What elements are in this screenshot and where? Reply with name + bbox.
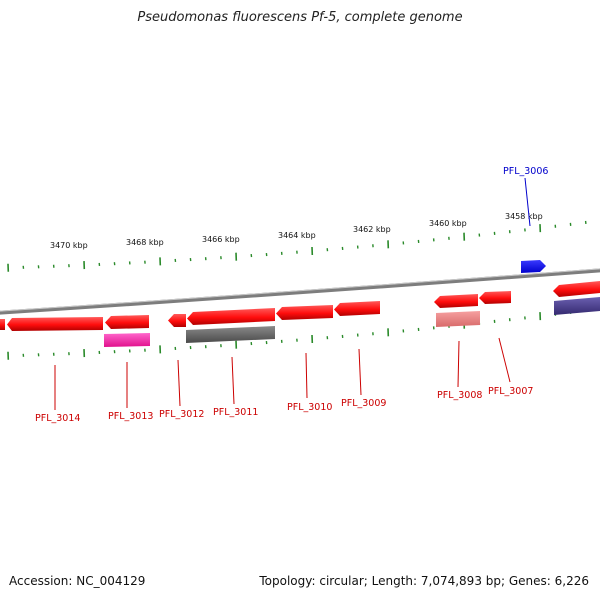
- gene-label-PFL_3011[interactable]: PFL_3011: [213, 407, 258, 418]
- scale-label-3466: 3466 kbp: [202, 235, 240, 244]
- gene-labels: PFL_3014 PFL_3013 PFL_3012 PFL_3011 PFL_…: [35, 166, 548, 424]
- gene-PFL_3007[interactable]: [479, 291, 511, 304]
- scale-label-3468: 3468 kbp: [126, 238, 164, 247]
- gene-right-partial[interactable]: [553, 281, 600, 297]
- gene-PFL_3008[interactable]: [434, 294, 478, 308]
- scale-labels: 3470 kbp 3468 kbp 3466 kbp 3464 kbp 3462…: [50, 212, 543, 250]
- gene-label-PFL_3006[interactable]: PFL_3006: [503, 166, 548, 177]
- gene-PFL_3006[interactable]: [521, 260, 546, 273]
- scale-label-3464: 3464 kbp: [278, 231, 316, 240]
- feature-navy[interactable]: [554, 297, 600, 315]
- gene-PFL_3010[interactable]: [276, 305, 333, 320]
- gene-label-PFL_3012[interactable]: PFL_3012: [159, 409, 204, 420]
- gene-label-PFL_3014[interactable]: PFL_3014: [35, 413, 80, 424]
- gene-PFL_3011[interactable]: [187, 308, 275, 325]
- gene-PFL_3014-left-partial[interactable]: [0, 319, 5, 330]
- accession-text: Accession: NC_004129: [9, 574, 146, 588]
- feature-pink[interactable]: [104, 333, 150, 347]
- gene-label-PFL_3009[interactable]: PFL_3009: [341, 398, 386, 409]
- gene-PFL_3013[interactable]: [105, 315, 149, 329]
- gene-label-PFL_3007[interactable]: PFL_3007: [488, 386, 533, 397]
- label-leaders: [54, 177, 531, 410]
- feature-gray[interactable]: [186, 326, 275, 343]
- scale-label-3462: 3462 kbp: [353, 225, 391, 234]
- gene-label-PFL_3013[interactable]: PFL_3013: [108, 411, 153, 422]
- scale-label-3458: 3458 kbp: [505, 212, 543, 221]
- gene-track-reverse: [0, 281, 600, 331]
- gene-PFL_3009[interactable]: [334, 301, 380, 316]
- gene-label-PFL_3010[interactable]: PFL_3010: [287, 402, 332, 413]
- gene-PFL_3012[interactable]: [168, 314, 186, 327]
- genome-backbone-highlight: [0, 268, 600, 312]
- map-title: Pseudomonas fluorescens Pf-5, complete g…: [137, 10, 463, 25]
- genome-backbone: [0, 268, 600, 315]
- genome-summary-text: Topology: circular; Length: 7,074,893 bp…: [259, 574, 589, 588]
- scale-label-3470: 3470 kbp: [50, 241, 88, 250]
- scale-label-3460: 3460 kbp: [429, 219, 467, 228]
- outer-scale-ticks: [7, 220, 587, 272]
- feature-salmon[interactable]: [436, 311, 480, 327]
- feature-track: [104, 297, 600, 347]
- gene-label-PFL_3008[interactable]: PFL_3008: [437, 390, 482, 401]
- gene-PFL_3014[interactable]: [7, 317, 103, 331]
